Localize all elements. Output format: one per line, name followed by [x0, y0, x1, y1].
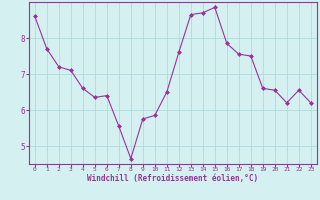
X-axis label: Windchill (Refroidissement éolien,°C): Windchill (Refroidissement éolien,°C) [87, 174, 258, 183]
